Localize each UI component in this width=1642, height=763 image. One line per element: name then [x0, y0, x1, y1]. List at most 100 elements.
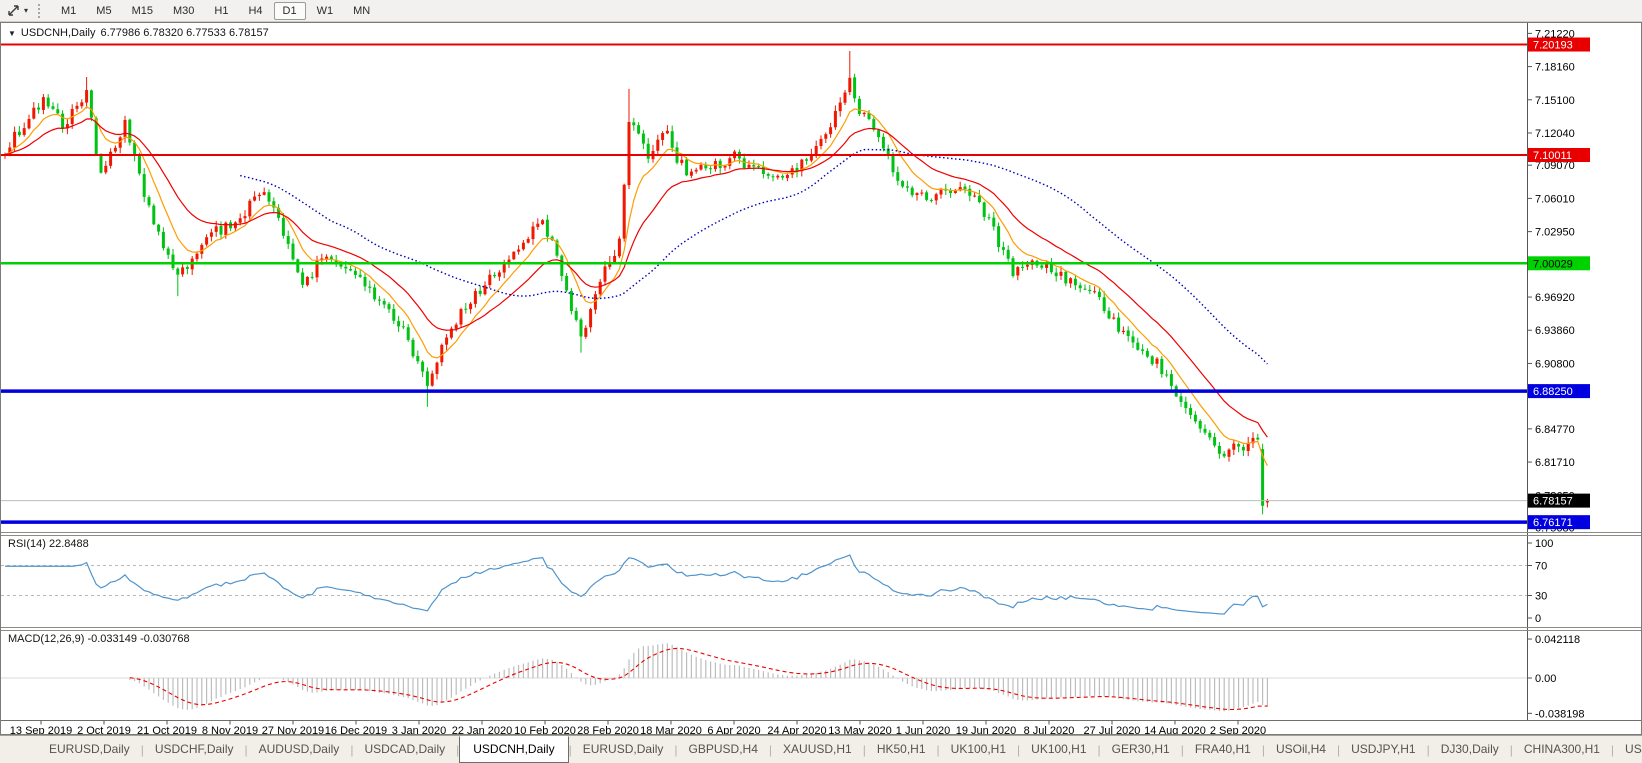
svg-text:18 Mar 2020: 18 Mar 2020	[640, 725, 702, 734]
svg-text:13 Sep 2019: 13 Sep 2019	[10, 725, 72, 734]
current-price-label: 6.78157	[1528, 493, 1590, 508]
svg-text:6.84770: 6.84770	[1535, 424, 1575, 436]
tab-separator: |	[1509, 742, 1513, 757]
svg-text:0.042118: 0.042118	[1535, 634, 1580, 646]
tab-uk100-h1[interactable]: UK100,H1	[1031, 742, 1087, 756]
tab-hk50-h1[interactable]: HK50,H1	[876, 742, 926, 756]
svg-text:7.06010: 7.06010	[1535, 193, 1575, 205]
tab-separator: |	[350, 742, 354, 757]
svg-text:6.78157: 6.78157	[1533, 496, 1573, 508]
chart-window[interactable]: 7.21220 7.18160 7.15100 7.12040 7.09070 7.060…	[0, 22, 1642, 737]
tab-separator: |	[1097, 742, 1101, 757]
tab-separator: |	[768, 742, 773, 757]
timeframe-button-m15[interactable]: M15	[131, 4, 153, 17]
tab-separator: |	[862, 742, 866, 757]
tab-usoil-h4[interactable]: USOil,H4	[1275, 742, 1326, 756]
chart-tool-icon[interactable]: ▾	[3, 2, 31, 19]
top-toolbar: ▾ M1 M5 M15 M30 H1 H4 D1 W1 MN	[0, 0, 1642, 22]
svg-text:22 Jan 2020: 22 Jan 2020	[452, 725, 513, 734]
svg-text:6.96920: 6.96920	[1535, 292, 1575, 304]
svg-text:100: 100	[1535, 538, 1553, 550]
tab-separator: |	[1017, 742, 1021, 757]
chevron-down-icon[interactable]: ▾	[24, 6, 29, 15]
symbol-timeframe-label: USDCNH,Daily	[20, 27, 96, 39]
svg-text:7.00029: 7.00029	[1533, 258, 1573, 270]
chart-title: ▼ USDCNH,Daily 6.77986 6.78320 6.77533 6…	[8, 27, 269, 39]
diagonal-arrows-icon	[8, 5, 19, 16]
chart-canvas[interactable]: 7.21220 7.18160 7.15100 7.12040 7.09070 7.060…	[1, 23, 1641, 737]
svg-text:7.02950: 7.02950	[1535, 227, 1575, 239]
tab-usdcad-daily[interactable]: USDCAD,Daily	[364, 742, 446, 756]
price-axis[interactable]: 7.21220 7.18160 7.15100 7.12040 7.09070 7.060…	[1527, 23, 1641, 734]
level-price-label: 6.76171	[1528, 515, 1590, 530]
svg-text:7.09070: 7.09070	[1535, 160, 1575, 172]
collapse-icon[interactable]: ▼	[8, 28, 16, 38]
svg-text:13 May 2020: 13 May 2020	[828, 725, 892, 734]
timeframe-button-h1[interactable]: H1	[214, 4, 229, 17]
tab-xauusd-h1[interactable]: XAUUSD,H1	[783, 742, 852, 756]
svg-text:7.12040: 7.12040	[1535, 128, 1575, 140]
ohlc-values: 6.77986 6.78320 6.77533 6.78157	[100, 27, 269, 39]
tab-dj30-daily[interactable]: DJ30,Daily	[1440, 742, 1499, 756]
tab-separator: |	[1610, 742, 1615, 757]
date-axis[interactable]: 13 Sep 2019 2 Oct 2019 21 Oct 2019 8 Nov 20…	[1, 720, 1641, 737]
tab-separator: |	[244, 742, 248, 757]
svg-text:16 Dec 2019: 16 Dec 2019	[325, 725, 387, 734]
horizontal-level-lines[interactable]	[1, 43, 1527, 524]
svg-text:28 Feb 2020: 28 Feb 2020	[577, 725, 639, 734]
svg-text:8 Nov 2019: 8 Nov 2019	[202, 725, 258, 734]
toolbar-drag-handle[interactable]	[38, 3, 42, 18]
tab-china300-h1[interactable]: CHINA300,H1	[1523, 742, 1600, 756]
tab-separator: |	[456, 742, 460, 757]
svg-text:7.20193: 7.20193	[1533, 40, 1573, 52]
svg-text:0.00: 0.00	[1535, 673, 1556, 685]
svg-text:7.18160: 7.18160	[1535, 62, 1575, 74]
svg-text:6.88250: 6.88250	[1533, 386, 1573, 398]
tab-usdchf-daily[interactable]: USDCHF,Daily	[154, 742, 234, 756]
tab-uk100-h1[interactable]: UK100,H1	[950, 742, 1007, 756]
tab-separator: |	[140, 742, 144, 757]
tab-usoil-h1[interactable]: USOil,H1	[1625, 742, 1642, 756]
timeframe-button-mn[interactable]: MN	[353, 4, 371, 17]
svg-text:10 Feb 2020: 10 Feb 2020	[514, 725, 576, 734]
timeframe-button-h4[interactable]: H4	[248, 4, 263, 17]
tab-separator: |	[1261, 742, 1265, 757]
tab-usdjpy-h1[interactable]: USDJPY,H1	[1351, 742, 1416, 756]
svg-text:21 Oct 2019: 21 Oct 2019	[137, 725, 197, 734]
svg-text:2 Sep 2020: 2 Sep 2020	[1210, 725, 1266, 734]
timeframe-button-w1[interactable]: W1	[316, 4, 334, 17]
svg-text:27 Jul 2020: 27 Jul 2020	[1084, 725, 1141, 734]
svg-text:7.15100: 7.15100	[1535, 95, 1575, 107]
tab-audusd-daily[interactable]: AUDUSD,Daily	[258, 742, 340, 756]
timeframe-button-m1[interactable]: M1	[61, 4, 77, 17]
svg-text:24 Apr 2020: 24 Apr 2020	[767, 725, 826, 734]
tab-eurusd-daily[interactable]: EURUSD,Daily	[49, 742, 130, 756]
tab-eurusd-daily[interactable]: EURUSD,Daily	[582, 742, 664, 756]
timeframe-button-m30[interactable]: M30	[172, 4, 195, 17]
svg-text:1 Jun 2020: 1 Jun 2020	[896, 725, 950, 734]
tab-separator: |	[1426, 742, 1430, 757]
svg-text:7.21220: 7.21220	[1535, 28, 1575, 40]
pane-separators[interactable]	[1, 532, 1641, 631]
price-pane[interactable]	[3, 50, 1269, 515]
svg-text:70: 70	[1535, 561, 1547, 573]
timeframe-button-d1[interactable]: D1	[273, 1, 306, 20]
level-price-label: 6.88250	[1528, 384, 1590, 399]
tab-usdcnh-daily[interactable]: USDCNH,Daily	[459, 735, 569, 763]
svg-text:6 Apr 2020: 6 Apr 2020	[707, 725, 760, 734]
rsi-pane[interactable]	[1, 554, 1527, 615]
svg-text:14 Aug 2020: 14 Aug 2020	[1144, 725, 1206, 734]
macd-pane[interactable]	[1, 643, 1527, 712]
tab-separator: |	[1336, 742, 1341, 757]
svg-text:8 Jul 2020: 8 Jul 2020	[1024, 725, 1075, 734]
svg-text:3 Jan 2020: 3 Jan 2020	[392, 725, 446, 734]
timeframe-button-m5[interactable]: M5	[96, 4, 112, 17]
level-price-label: 7.20193	[1528, 37, 1590, 52]
level-price-label: 7.10011	[1528, 147, 1590, 162]
tab-fra40-h1[interactable]: FRA40,H1	[1194, 742, 1251, 756]
tab-ger30-h1[interactable]: GER30,H1	[1111, 742, 1170, 756]
tab-gbpusd-h4[interactable]: GBPUSD,H4	[688, 742, 758, 756]
svg-text:6.90800: 6.90800	[1535, 358, 1575, 370]
svg-text:2 Oct 2019: 2 Oct 2019	[77, 725, 131, 734]
svg-text:6.93860: 6.93860	[1535, 325, 1575, 337]
